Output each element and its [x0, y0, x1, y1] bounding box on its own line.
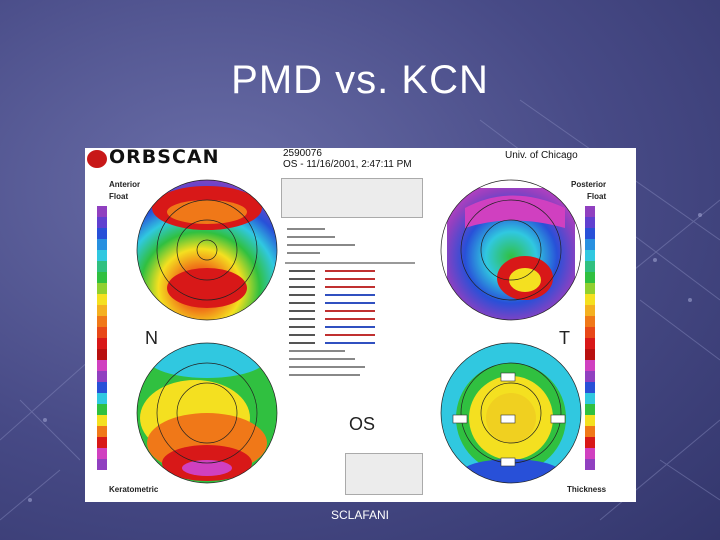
left-color-scale: [97, 206, 107, 470]
info-box-top: [281, 178, 423, 218]
nasal-label: N: [145, 328, 158, 348]
posterior-float-map: [440, 179, 582, 321]
institution: Univ. of Chicago: [505, 150, 578, 161]
data-table: [285, 228, 415, 376]
anterior-float-label: Float: [109, 192, 129, 201]
thickness-label: Thickness: [567, 485, 607, 494]
posterior-float-label: Float: [587, 192, 607, 201]
anterior-label: Anterior: [109, 180, 141, 189]
patient-id: 2590076: [283, 148, 322, 159]
orbscan-map: ORBSCAN 2590076 OS - 11/16/2001, 2:47:11…: [85, 148, 636, 502]
info-box-bottom: [345, 453, 423, 495]
slide-footer: SCLAFANI: [330, 508, 390, 522]
thickness-map: [440, 342, 582, 484]
eye-label: OS: [349, 414, 376, 434]
temporal-label: T: [559, 328, 570, 348]
posterior-label: Posterior: [571, 180, 607, 189]
keratometric-label: Keratometric: [109, 485, 159, 494]
slide-title: PMD vs. KCN: [231, 58, 489, 102]
anterior-float-map: [136, 179, 278, 321]
exam-line: OS - 11/16/2001, 2:47:11 PM: [283, 159, 412, 170]
keratometric-map: [136, 342, 278, 484]
right-color-scale: [585, 206, 595, 470]
